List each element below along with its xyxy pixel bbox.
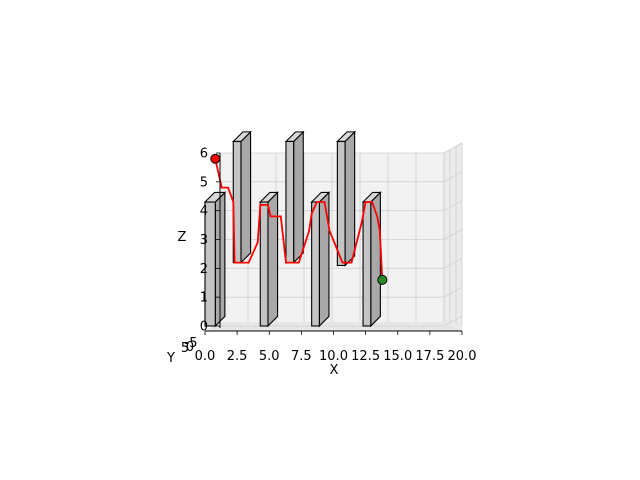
obstacle-box bbox=[310, 191, 331, 328]
y-axis-label: Y bbox=[166, 351, 175, 366]
obstacle-front-face bbox=[362, 201, 372, 327]
x-axis-label: X bbox=[330, 363, 339, 378]
obstacle-box bbox=[284, 130, 305, 264]
z-tick-label: 6 bbox=[200, 147, 208, 162]
floor-pane bbox=[205, 322, 462, 331]
obstacle-front-face bbox=[259, 201, 269, 327]
x-tick-label: 20.0 bbox=[448, 349, 477, 364]
x-tick-label: 12.5 bbox=[351, 349, 380, 364]
grid-line-side bbox=[443, 200, 463, 212]
obstacle-front-face bbox=[336, 140, 346, 266]
z-tick-label: 0 bbox=[200, 320, 208, 335]
z-axis-label: Z bbox=[178, 230, 187, 245]
obstacle-side-face bbox=[318, 191, 330, 328]
y-tick-label: 0 bbox=[186, 340, 194, 355]
grid-line-side bbox=[443, 257, 463, 269]
obstacle-front-face bbox=[311, 201, 320, 327]
obstacle-front-face bbox=[285, 140, 295, 264]
x-tick-label: 0.0 bbox=[195, 349, 216, 364]
z-tick-label: 4 bbox=[200, 204, 208, 219]
end-point bbox=[377, 274, 388, 285]
x-tick-label: 10.0 bbox=[319, 349, 348, 364]
grid-line-side bbox=[443, 315, 463, 327]
grid-lines bbox=[219, 142, 463, 327]
obstacle-box bbox=[258, 191, 279, 328]
obstacle-side-face bbox=[240, 130, 252, 264]
start-point bbox=[210, 153, 221, 164]
obstacle-box bbox=[336, 130, 356, 267]
z-tick-label: 5 bbox=[200, 175, 208, 190]
path-line bbox=[214, 158, 384, 280]
obstacle-box bbox=[361, 191, 382, 328]
grid-line-side bbox=[443, 171, 463, 183]
x-tick-label: 2.5 bbox=[227, 349, 248, 364]
grid-line-side bbox=[443, 286, 463, 298]
z-tick-label: 2 bbox=[200, 262, 208, 277]
y-tick-label: -5 bbox=[185, 336, 198, 351]
x-tick-label: 5.0 bbox=[259, 349, 280, 364]
obstacle-box bbox=[231, 130, 252, 264]
grid-line-side bbox=[443, 229, 463, 240]
z-tick-label: 3 bbox=[200, 233, 208, 248]
grid-line-side bbox=[443, 142, 463, 154]
side-pane bbox=[444, 142, 462, 331]
x-tick-label: 17.5 bbox=[415, 349, 444, 364]
y-tick-label: 5 bbox=[181, 341, 189, 356]
x-tick-label: 15.0 bbox=[383, 349, 412, 364]
obstacle-side-face bbox=[344, 130, 356, 267]
z-tick-label: 1 bbox=[200, 291, 208, 306]
tick-labels: 0.0 2.5 5.0 7.5 10.0 12.5 15.0 17.5 20.0 0 1 2 3 4 5 6 -… bbox=[181, 147, 477, 365]
obstacle-side-face bbox=[293, 130, 304, 264]
path-series bbox=[210, 153, 388, 285]
x-tick-label: 7.5 bbox=[291, 349, 312, 364]
obstacle-front-face bbox=[204, 201, 216, 327]
